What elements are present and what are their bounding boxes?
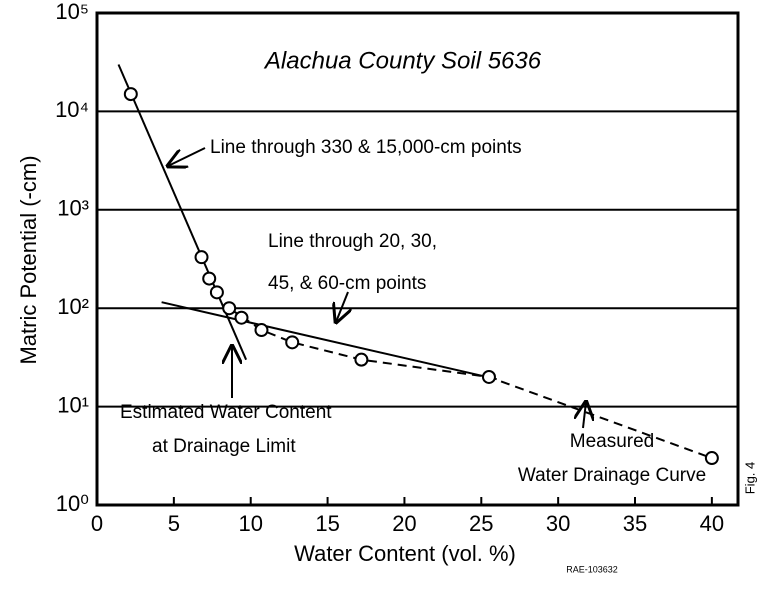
x-tick-label: 15 bbox=[315, 511, 339, 536]
annotation: Fig. 4 bbox=[742, 462, 757, 495]
arrow bbox=[168, 147, 206, 166]
data-point bbox=[285, 335, 300, 350]
y-tick-label: 10¹ bbox=[57, 392, 89, 417]
annotation: at Drainage Limit bbox=[152, 436, 296, 457]
data-point bbox=[354, 352, 369, 367]
fit-line bbox=[161, 301, 497, 381]
data-point bbox=[704, 451, 719, 466]
x-tick-label: 25 bbox=[469, 511, 493, 536]
annotation: Estimated Water Content bbox=[120, 402, 332, 423]
x-tick-label: 30 bbox=[546, 511, 570, 536]
annotation: Measured bbox=[570, 431, 655, 452]
fit-line bbox=[117, 64, 248, 361]
data-point bbox=[222, 301, 237, 316]
annotation: Line through 330 & 15,000-cm points bbox=[210, 137, 522, 158]
y-axis-label: Matric Potential (-cm) bbox=[16, 155, 41, 364]
x-tick-label: 0 bbox=[91, 511, 103, 536]
x-axis-label: Water Content (vol. %) bbox=[294, 541, 516, 566]
data-point bbox=[234, 310, 249, 325]
data-point bbox=[123, 87, 138, 102]
arrow bbox=[336, 291, 348, 322]
x-tick-label: 40 bbox=[700, 511, 724, 536]
data-point bbox=[481, 369, 496, 384]
x-tick-label: 5 bbox=[168, 511, 180, 536]
y-tick-label: 10⁰ bbox=[56, 491, 89, 516]
data-point bbox=[209, 285, 224, 300]
annotation: Water Drainage Curve bbox=[518, 465, 706, 486]
y-tick-label: 10³ bbox=[57, 196, 89, 221]
y-tick-label: 10⁴ bbox=[55, 97, 89, 122]
annotation: RAE-103632 bbox=[566, 564, 618, 574]
annotation: 45, & 60-cm points bbox=[268, 273, 426, 294]
data-point bbox=[202, 271, 217, 286]
data-point bbox=[254, 323, 269, 338]
x-tick-label: 20 bbox=[392, 511, 416, 536]
y-tick-label: 10² bbox=[57, 294, 89, 319]
x-tick-label: 35 bbox=[623, 511, 647, 536]
chart-title: Alachua County Soil 5636 bbox=[263, 47, 542, 74]
y-tick-label: 10⁵ bbox=[55, 0, 89, 24]
data-point bbox=[194, 250, 209, 265]
x-tick-label: 10 bbox=[238, 511, 262, 536]
annotation: Line through 20, 30, bbox=[268, 231, 437, 252]
